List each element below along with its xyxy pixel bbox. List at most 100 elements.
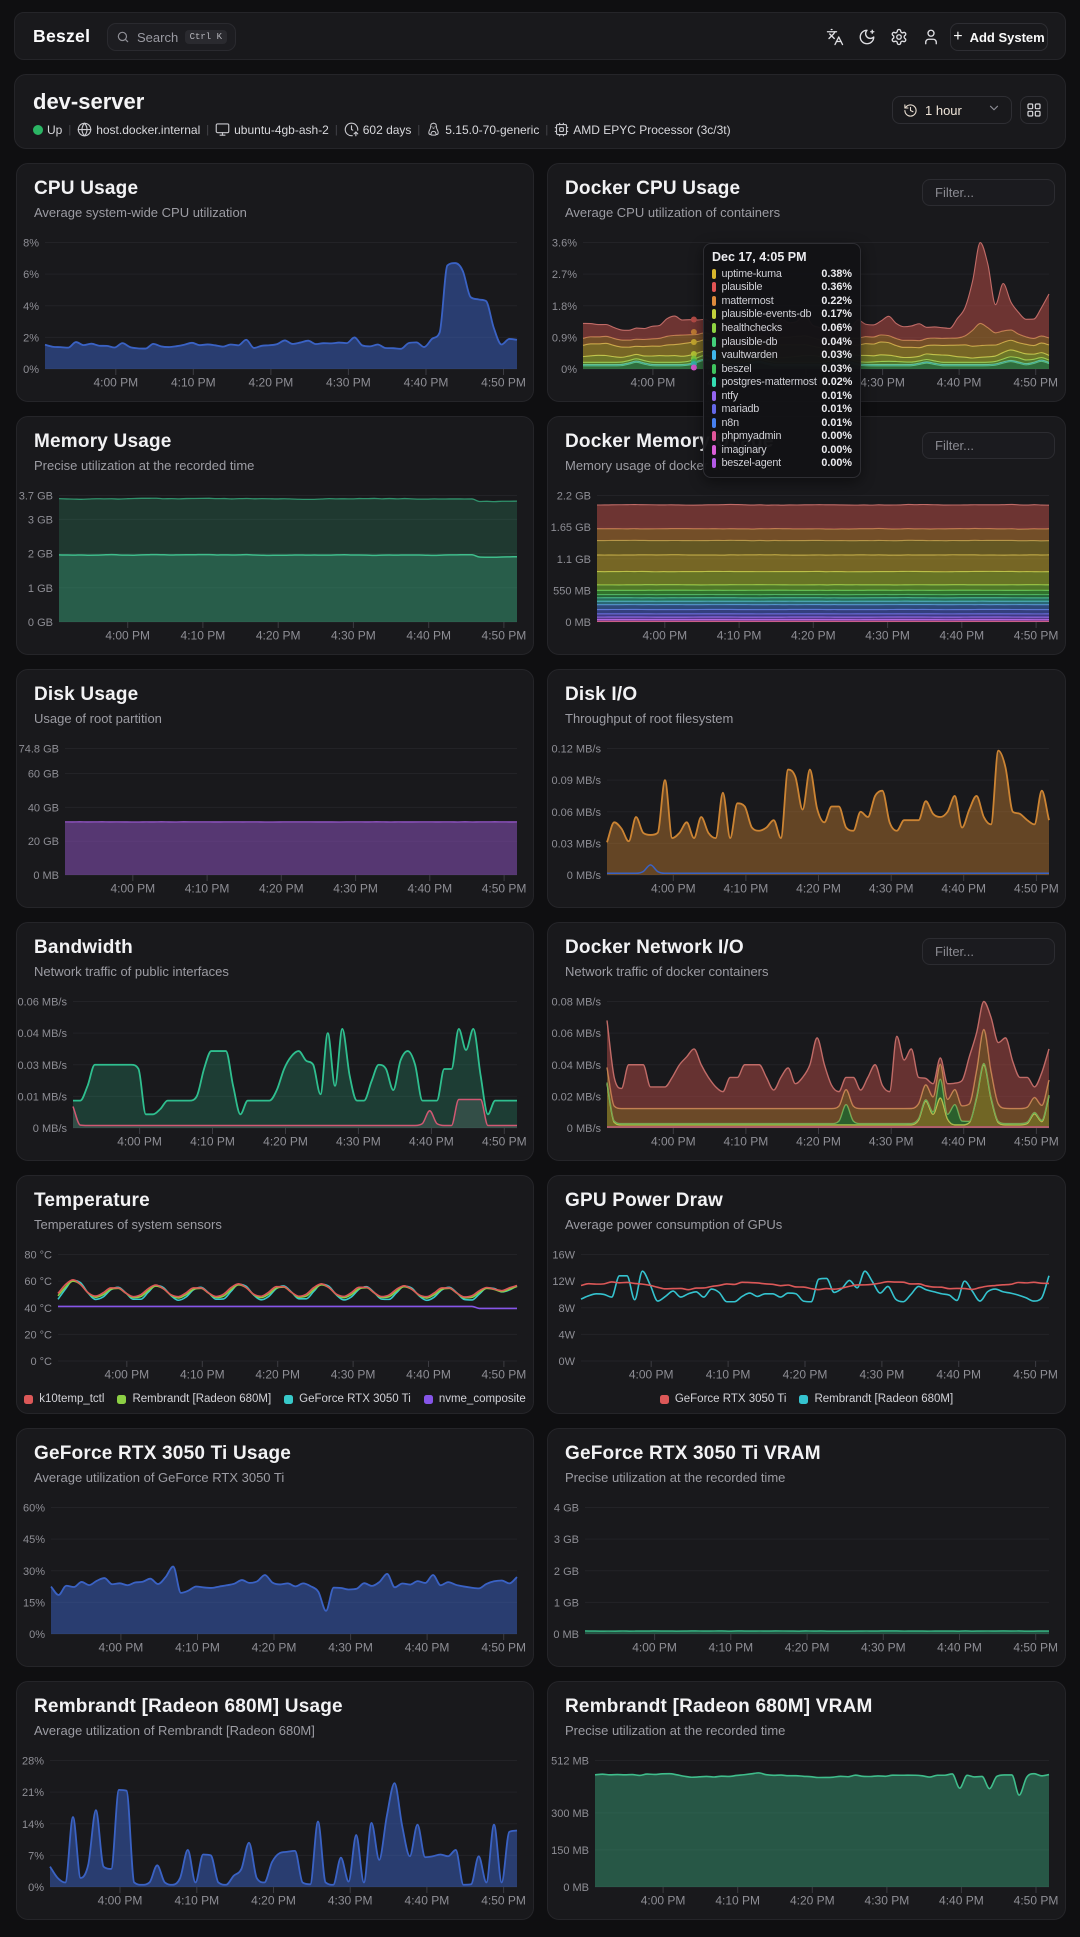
svg-text:4:10 PM: 4:10 PM [706,1368,751,1382]
svg-text:4:30 PM: 4:30 PM [869,1135,914,1149]
svg-text:0%: 0% [29,1629,45,1641]
svg-text:4:10 PM: 4:10 PM [724,882,769,896]
svg-text:4:50 PM: 4:50 PM [481,376,526,390]
svg-text:4:40 PM: 4:40 PM [939,1894,984,1908]
svg-text:15%: 15% [23,1597,45,1609]
svg-text:0%: 0% [561,364,577,376]
svg-text:1.8%: 1.8% [552,301,577,313]
svg-text:1.65 GB: 1.65 GB [551,522,591,534]
svg-text:4:20 PM: 4:20 PM [251,1894,296,1908]
svg-text:512 MB: 512 MB [551,1756,589,1768]
svg-text:4:40 PM: 4:40 PM [941,882,986,896]
svg-text:4:20 PM: 4:20 PM [256,629,301,643]
svg-text:4:00 PM: 4:00 PM [117,1135,162,1149]
svg-text:4:30 PM: 4:30 PM [860,376,905,390]
svg-text:0 MB/s: 0 MB/s [33,1123,68,1135]
svg-text:40 GB: 40 GB [28,802,59,814]
svg-text:1.1 GB: 1.1 GB [557,554,591,566]
svg-text:4:10 PM: 4:10 PM [181,629,226,643]
svg-text:45%: 45% [23,1534,45,1546]
svg-text:2.7%: 2.7% [552,269,577,281]
svg-text:4:00 PM: 4:00 PM [651,882,696,896]
svg-text:4:30 PM: 4:30 PM [865,629,910,643]
svg-text:4:30 PM: 4:30 PM [333,882,378,896]
svg-text:1 GB: 1 GB [554,1597,579,1609]
svg-text:4:50 PM: 4:50 PM [1013,376,1058,390]
svg-text:2 GB: 2 GB [554,1566,579,1578]
svg-text:4:00 PM: 4:00 PM [98,1894,143,1908]
svg-text:4:50 PM: 4:50 PM [482,882,527,896]
svg-text:0.08 MB/s: 0.08 MB/s [551,997,601,1009]
svg-text:3.6%: 3.6% [552,238,577,250]
svg-text:4:00 PM: 4:00 PM [99,1641,144,1655]
svg-text:3.7 GB: 3.7 GB [19,491,53,503]
svg-text:4:20 PM: 4:20 PM [249,376,294,390]
svg-text:0 MB/s: 0 MB/s [567,870,602,882]
svg-text:4:00 PM: 4:00 PM [641,1894,686,1908]
svg-text:4:50 PM: 4:50 PM [482,629,527,643]
svg-text:0.02 MB/s: 0.02 MB/s [551,1091,601,1103]
svg-text:1 GB: 1 GB [28,583,53,595]
svg-text:4:30 PM: 4:30 PM [869,882,914,896]
svg-text:4%: 4% [23,301,39,313]
svg-text:4:50 PM: 4:50 PM [482,1368,527,1382]
svg-text:4:20 PM: 4:20 PM [783,1368,828,1382]
svg-text:8W: 8W [559,1303,576,1315]
svg-text:4:40 PM: 4:40 PM [936,1368,981,1382]
svg-text:7%: 7% [28,1850,44,1862]
svg-text:0.04 MB/s: 0.04 MB/s [17,1028,67,1040]
svg-text:0%: 0% [23,364,39,376]
svg-text:4:50 PM: 4:50 PM [1014,882,1059,896]
svg-text:4:30 PM: 4:30 PM [336,1135,381,1149]
svg-text:4:10 PM: 4:10 PM [185,882,230,896]
svg-text:3 GB: 3 GB [28,514,53,526]
svg-text:74.8 GB: 74.8 GB [19,744,59,756]
svg-text:4:20 PM: 4:20 PM [785,1641,830,1655]
svg-text:4:40 PM: 4:40 PM [406,1368,451,1382]
svg-text:8%: 8% [23,238,39,250]
svg-text:4:10 PM: 4:10 PM [724,1135,769,1149]
svg-text:4:20 PM: 4:20 PM [259,882,304,896]
svg-text:4:00 PM: 4:00 PM [93,376,138,390]
svg-text:4:40 PM: 4:40 PM [937,1641,982,1655]
svg-text:4:00 PM: 4:00 PM [104,1368,149,1382]
svg-text:300 MB: 300 MB [551,1808,589,1820]
svg-text:4:00 PM: 4:00 PM [642,629,687,643]
svg-text:0 MB: 0 MB [565,617,591,629]
svg-text:4:40 PM: 4:40 PM [409,1135,454,1149]
svg-text:4:30 PM: 4:30 PM [326,376,371,390]
svg-text:6%: 6% [23,269,39,281]
svg-text:4:10 PM: 4:10 PM [174,1894,219,1908]
svg-text:4:20 PM: 4:20 PM [791,629,836,643]
svg-text:3 GB: 3 GB [554,1534,579,1546]
svg-text:0 MB: 0 MB [553,1629,579,1641]
svg-text:4:40 PM: 4:40 PM [937,376,982,390]
svg-text:550 MB: 550 MB [553,585,591,597]
svg-text:4:50 PM: 4:50 PM [1013,1368,1058,1382]
svg-text:4:50 PM: 4:50 PM [482,1135,527,1149]
svg-text:0 MB/s: 0 MB/s [567,1123,602,1135]
svg-text:0.12 MB/s: 0.12 MB/s [551,744,601,756]
svg-text:4:30 PM: 4:30 PM [860,1368,905,1382]
svg-text:0.06 MB/s: 0.06 MB/s [17,997,67,1009]
svg-text:4:40 PM: 4:40 PM [406,629,451,643]
svg-text:4:00 PM: 4:00 PM [105,629,150,643]
svg-text:0.9%: 0.9% [552,332,577,344]
svg-text:0W: 0W [559,1356,576,1368]
svg-text:4:20 PM: 4:20 PM [796,1135,841,1149]
svg-text:4:10 PM: 4:10 PM [171,376,216,390]
svg-text:4:30 PM: 4:30 PM [331,629,376,643]
svg-text:4:20 PM: 4:20 PM [263,1135,308,1149]
svg-text:4W: 4W [559,1329,576,1341]
svg-text:2.2 GB: 2.2 GB [557,491,591,503]
svg-text:4:40 PM: 4:40 PM [939,629,984,643]
svg-text:20 °C: 20 °C [24,1329,52,1341]
svg-text:0.06 MB/s: 0.06 MB/s [551,1028,601,1040]
svg-text:0 °C: 0 °C [30,1356,52,1368]
svg-text:4:10 PM: 4:10 PM [708,1641,753,1655]
svg-text:4:20 PM: 4:20 PM [796,882,841,896]
svg-text:4:40 PM: 4:40 PM [407,882,452,896]
svg-text:4:30 PM: 4:30 PM [865,1894,910,1908]
svg-text:4:50 PM: 4:50 PM [481,1641,526,1655]
svg-text:0 GB: 0 GB [28,617,53,629]
